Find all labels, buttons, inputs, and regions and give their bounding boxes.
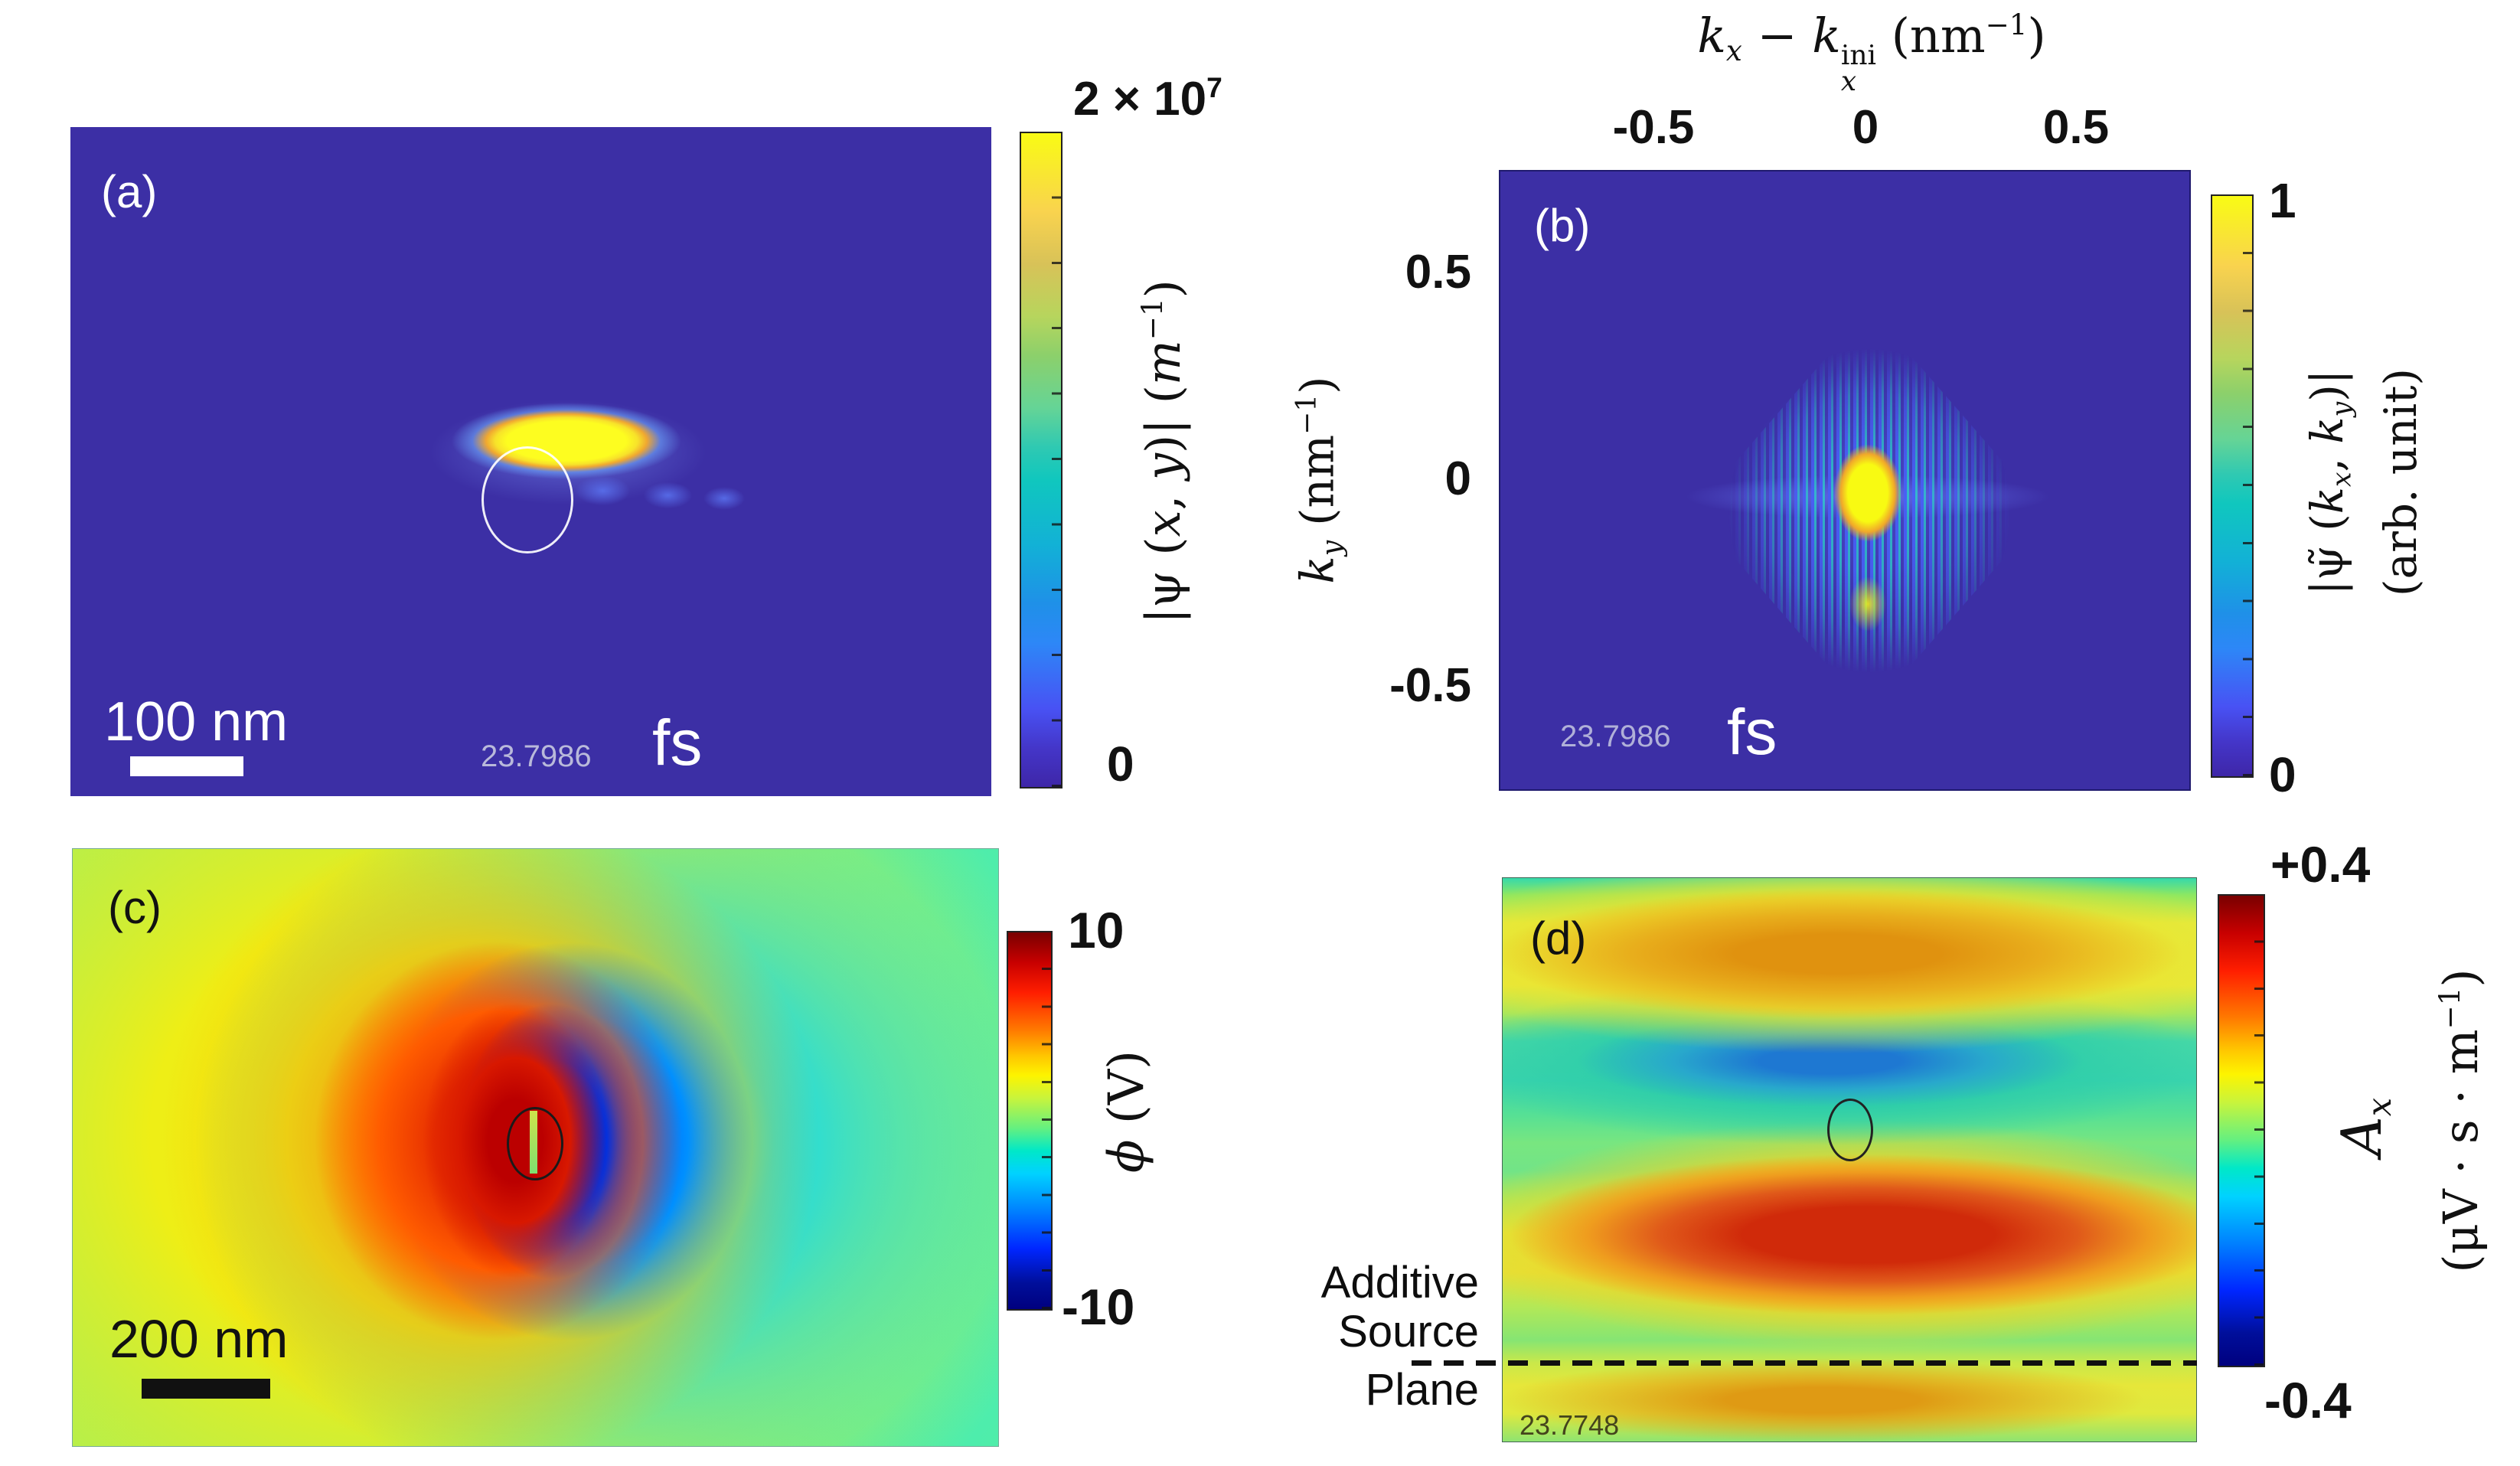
panel-d-label: (d)	[1530, 913, 1587, 964]
panel-c-heatmap: (c) 200 nm	[72, 848, 999, 1447]
panel-b-xtick-zero: 0	[1852, 101, 1879, 154]
panel-b-ytick-pos: 0.5	[1405, 246, 1471, 299]
time-unit-a: fs	[652, 707, 703, 779]
panel-b-y-axis-label: ky (nm−1)	[1291, 376, 1349, 584]
panel-c-label: (c)	[108, 882, 162, 933]
panel-a-label: (a)	[101, 166, 158, 217]
scalebar-c	[142, 1379, 270, 1399]
colorbar-b-max-tick: 1	[2269, 173, 2296, 228]
colorbar-b-axis-label-line2: (arb. unit)	[2375, 367, 2427, 597]
colorbar-a-axis-label: |ψ (x, y)| (m−1)	[1135, 279, 1192, 624]
colorbar-d-min-tick: -0.4	[2264, 1372, 2352, 1428]
colorbar-d	[2218, 894, 2265, 1367]
timestamp-d: 23.7748	[1520, 1409, 1620, 1441]
source-plane-label-line1: Additive	[1320, 1258, 1479, 1308]
colorbar-c-axis-label: ϕ (V)	[1098, 1050, 1155, 1174]
kspace-maximum	[1828, 436, 1908, 550]
colorbar-a-ticks	[1052, 133, 1061, 787]
fringe-scallop	[635, 478, 700, 513]
colorbar-c-max-tick: 10	[1068, 902, 1125, 958]
colorbar-c-ticks	[1042, 932, 1051, 1309]
colorbar-a	[1020, 132, 1063, 789]
time-unit-b: fs	[1727, 696, 1777, 768]
colorbar-d-axis-label-line2: (μV · s · m−1)	[2433, 968, 2489, 1273]
timestamp-b: 23.7986	[1560, 720, 1671, 753]
fringe-scallop	[697, 483, 752, 514]
panel-b-label: (b)	[1534, 200, 1591, 251]
nanostructure-circle-outline	[481, 446, 573, 553]
scalebar-a	[130, 756, 243, 776]
colorbar-b-axis-label-line1: |ψ̃ (kx, ky)|	[2301, 369, 2358, 596]
colorbar-d-max-tick: +0.4	[2270, 836, 2371, 893]
timestamp-a: 23.7986	[481, 740, 592, 773]
nanoparticle-circle-outline-d	[1827, 1099, 1873, 1161]
colorbar-c-min-tick: -10	[1062, 1278, 1135, 1335]
colorbar-b	[2211, 194, 2254, 778]
wavepacket-blob	[452, 403, 681, 479]
colorbar-a-max-tick: 2 × 107	[1073, 71, 1222, 126]
scalebar-label-c: 200 nm	[109, 1309, 289, 1369]
source-plane-label-line3: Plane	[1365, 1365, 1479, 1415]
panel-a-heatmap: (a) 100 nm 23.7986 fs	[70, 127, 991, 796]
colorbar-b-ticks	[2243, 196, 2252, 776]
panel-b-x-axis-label: kx − k ini x (nm−1)	[1697, 8, 2046, 98]
panel-d-heatmap: (d) 23.7748	[1502, 877, 2197, 1442]
colorbar-a-min-tick: 0	[1107, 736, 1134, 792]
colorbar-b-min-tick: 0	[2269, 747, 2296, 802]
colorbar-d-axis-label-line1: Ax	[2329, 1097, 2399, 1157]
source-plane-dashed-line	[1412, 1360, 2197, 1366]
panel-b-xtick-pos: 0.5	[2042, 101, 2110, 154]
panel-b-ytick-zero: 0	[1444, 452, 1471, 505]
fringe-scallop	[566, 471, 639, 511]
source-plane-label-line2: Source	[1338, 1307, 1479, 1357]
scalebar-label-a: 100 nm	[104, 691, 289, 753]
kspace-secondary-maximum	[1845, 570, 1891, 638]
panel-b-xtick-neg: -0.5	[1612, 101, 1695, 154]
nanoparticle-circle-outline-c	[507, 1107, 563, 1180]
panel-b-heatmap: (b) 23.7986 fs	[1499, 170, 2191, 791]
panel-b-ytick-neg: -0.5	[1389, 659, 1471, 712]
colorbar-d-ticks	[2254, 896, 2264, 1366]
colorbar-c	[1007, 931, 1053, 1311]
